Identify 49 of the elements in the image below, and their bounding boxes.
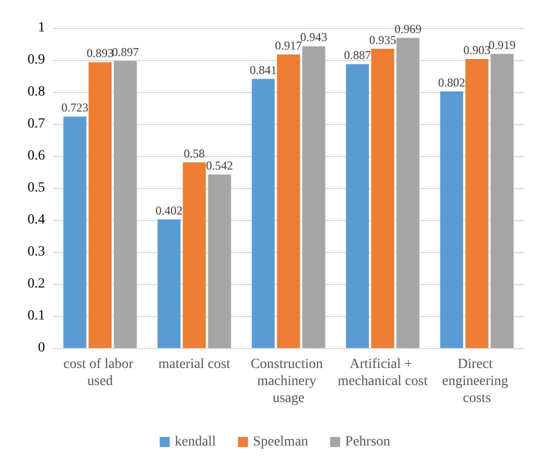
data-label: 0.917 [275, 38, 302, 53]
bar [277, 54, 300, 348]
data-label: 0.542 [206, 158, 234, 173]
data-label: 0.897 [112, 44, 139, 59]
bar [208, 174, 232, 348]
x-tick-label: Artificial + mechanical cost [338, 357, 428, 389]
y-tick-label: 0.9 [28, 52, 45, 68]
data-label: 0.969 [394, 22, 422, 36]
bar [490, 54, 514, 348]
bar [88, 62, 112, 348]
bar [440, 91, 464, 348]
data-label: 0.58 [184, 146, 205, 160]
data-label: 0.903 [463, 43, 490, 58]
y-tick-label: 0.7 [28, 116, 45, 132]
data-label: 0.893 [86, 46, 114, 60]
bar [302, 46, 326, 348]
bar [63, 116, 86, 348]
x-tick-label: cost of labor used [63, 357, 137, 389]
y-tick-label: 0.4 [28, 212, 45, 228]
x-tick-label: material cost [158, 357, 230, 372]
bar [252, 78, 275, 348]
y-tick-label: 1 [38, 20, 45, 36]
data-label: 0.723 [61, 100, 88, 115]
bar [346, 64, 369, 348]
data-label: 0.887 [344, 48, 371, 62]
legend-label: Speelman [252, 434, 308, 450]
y-tick-label: 0 [38, 340, 45, 356]
legend-label: kendall [174, 434, 216, 450]
bar [182, 162, 206, 348]
bar [396, 38, 420, 348]
bar [371, 48, 394, 348]
y-tick-label: 0.8 [28, 84, 45, 100]
y-tick-label: 0.6 [28, 148, 45, 164]
bar [114, 60, 137, 348]
bar [158, 219, 181, 348]
bar [465, 59, 488, 348]
data-label: 0.943 [300, 30, 328, 44]
x-tick-label: Direct engineering costs [442, 357, 512, 406]
data-label: 0.802 [438, 75, 466, 90]
data-label: 0.402 [156, 203, 183, 218]
x-tick-label: Construction machinery usage [250, 357, 326, 406]
legend-label: Pehrson [345, 434, 390, 450]
y-tick-label: 0.1 [28, 308, 45, 324]
data-label: 0.935 [369, 32, 396, 47]
data-label: 0.919 [488, 38, 516, 52]
y-tick-label: 0.3 [28, 244, 45, 260]
y-tick-label: 0.5 [28, 180, 45, 196]
y-tick-label: 0.2 [28, 276, 45, 292]
data-label: 0.841 [250, 62, 277, 77]
